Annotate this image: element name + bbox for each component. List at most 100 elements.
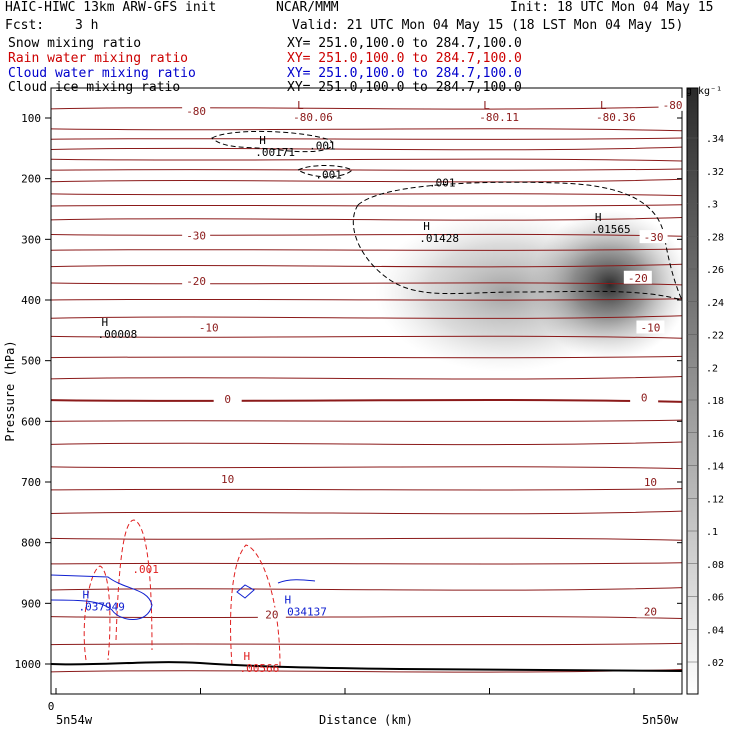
colorbar-tick-label: .34: [706, 134, 724, 145]
forecast-hour: 3 h: [75, 18, 99, 33]
temperature-label: 0: [641, 391, 648, 404]
isotherm-line: [51, 488, 682, 491]
plot-area: [51, 106, 682, 673]
y-tick-label: 200: [21, 173, 41, 186]
isotherm-line: [51, 263, 682, 268]
isotherm-line: [51, 137, 682, 140]
isotherm-line: [51, 282, 682, 286]
temperature-label: 20: [265, 608, 278, 621]
colorbar-tick-label: .22: [706, 331, 724, 342]
isotherm-line: [51, 616, 682, 619]
isotherm-line: [51, 217, 682, 221]
temperature-label: -20: [628, 272, 648, 285]
cloud-water-field-xsect: XY= 251.0,100.0 to 284.7,100.0: [287, 66, 522, 81]
temperature-label-bg: [182, 103, 211, 117]
isotherm-line: [51, 335, 682, 339]
snow-max-marker: H: [423, 220, 430, 233]
colorbar-tick-label: .24: [706, 298, 724, 309]
isotherm-line: [51, 355, 682, 359]
isotherm-line: [51, 587, 682, 591]
temperature-label: -20: [186, 275, 206, 288]
y-tick-label: 300: [21, 233, 41, 246]
contour-annotations: L-80.06L-80.11L-80.36H.01428H.01565H.001…: [79, 97, 687, 675]
temperature-low-marker: L: [297, 99, 304, 112]
cloud-water-field-label: Cloud water mixing ratio: [8, 66, 196, 81]
colorbar-tick-label: .14: [706, 462, 724, 473]
temperature-low-value: -80.11: [479, 111, 519, 124]
colorbar-tick-label: .26: [706, 265, 724, 276]
isotherm-line: [51, 204, 682, 207]
temperature-label: 10: [221, 473, 234, 486]
colorbar: .02 .04 .06 .08 .1 .12 .14 .16 .18 .2 .22 .24 .26 .28…: [686, 87, 724, 695]
temperature-label-bg: [182, 228, 211, 242]
isotherm-line: [51, 248, 682, 251]
rain-max-marker: H: [243, 650, 250, 663]
rain-contour: [115, 519, 153, 651]
temperature-label-bg: [636, 475, 665, 489]
snow-field-xsect: XY= 251.0,100.0 to 284.7,100.0: [287, 36, 522, 51]
isotherm-line: [51, 146, 682, 151]
y-axis-label: Pressure (hPa): [3, 340, 17, 441]
cloud-water-contour: [236, 584, 255, 599]
cloud-water-contour: [51, 574, 153, 620]
isotherm-line: [51, 466, 682, 470]
cloud-ice-contour-label: .001: [315, 169, 342, 182]
temperature-label-bg: [630, 390, 659, 404]
init-time: Init: 18 UTC Mon 04 May 15: [510, 0, 714, 15]
cloud-ice-contour-label: .001: [429, 177, 456, 190]
isotherm-line: [51, 642, 682, 646]
temperature-label-bg: [213, 472, 242, 486]
y-tick-label: 700: [21, 476, 41, 489]
temperature-label-bg: [658, 97, 687, 111]
plot-frame: [50, 87, 683, 695]
isotherm-line: [51, 537, 682, 541]
colorbar-tick-label: .16: [706, 429, 724, 440]
colorbar-tick-label: .3: [706, 200, 718, 211]
y-tick-label: 800: [21, 537, 41, 550]
isotherm-line: [51, 441, 682, 446]
temperature-low-marker: L: [483, 99, 490, 112]
temperature-label-bg: [194, 320, 223, 334]
cloud-ice-contour-label: .001: [309, 140, 336, 153]
cloud-water-max-marker: H: [83, 588, 90, 601]
cloud-ice-max-marker: H: [101, 316, 108, 329]
rain-field-xsect: XY= 251.0,100.0 to 284.7,100.0: [287, 51, 522, 66]
temperature-label-bg: [639, 230, 668, 244]
isotherm-line: [51, 106, 682, 110]
colorbar-tick-label: .06: [706, 593, 724, 604]
temperature-low-value: -80.06: [293, 111, 333, 124]
colorbar-tick-label: .08: [706, 560, 724, 571]
isotherm-line: [51, 168, 682, 171]
temperature-label: -80: [663, 99, 683, 112]
org-label: NCAR/MMM: [276, 0, 339, 15]
colorbar-unit: g kg⁻¹: [686, 86, 722, 97]
temperature-low-value: -80.36: [596, 111, 636, 124]
cloud-water-contour: [277, 579, 316, 584]
temperature-label: -30: [644, 231, 664, 244]
rain-contour-label: .001: [132, 563, 159, 576]
isotherm-line: [51, 158, 682, 162]
temperature-label: -30: [186, 229, 206, 242]
temperature-label: 20: [644, 605, 657, 618]
isotherm-line: [51, 128, 682, 132]
colorbar-tick-label: .28: [706, 232, 724, 243]
isotherm-line: [51, 233, 682, 237]
y-tick-label: 900: [21, 597, 41, 610]
forecast-label: Fcst:: [5, 18, 45, 33]
x-start-location: 5n54w: [56, 713, 93, 727]
colorbar-tick-label: .04: [706, 625, 724, 636]
isotherm-line: [51, 315, 682, 319]
valid-time: Valid: 21 UTC Mon 04 May 15 (18 LST Mon …: [292, 18, 684, 33]
cloud-ice-max-value: .00171: [255, 146, 295, 159]
y-tick-label: 400: [21, 294, 41, 307]
ground-line: [51, 661, 682, 672]
cloud-ice-contour: [357, 181, 682, 301]
cloud-water-max-marker: H: [284, 593, 291, 606]
y-tick-label: 500: [21, 355, 41, 368]
y-tick-label: 1000: [15, 658, 42, 671]
snow-max-marker: H: [595, 211, 602, 224]
isotherm-line: [51, 375, 682, 380]
isotherm-line: [51, 419, 682, 422]
isotherm-line: [51, 668, 682, 673]
